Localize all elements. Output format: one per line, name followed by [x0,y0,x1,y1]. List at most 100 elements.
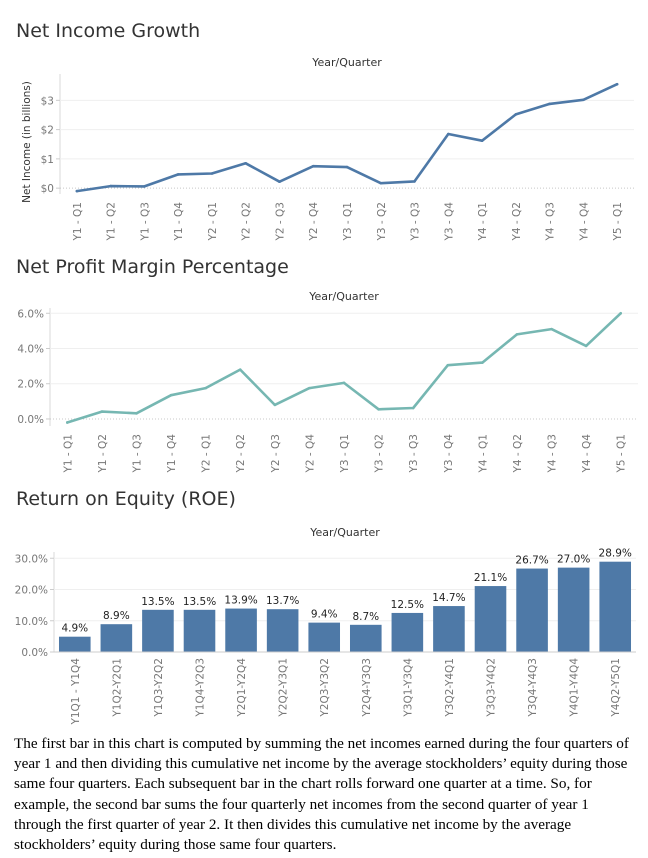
roe-bar [308,622,341,652]
chart2-title: Net Profit Margin Percentage [16,256,289,278]
net-income-x-tick-label: Y3 - Q3 [410,202,422,242]
profit-margin-data-point [308,386,311,390]
roe-bar-value-label: 13.9% [224,595,257,607]
net-income-x-tick-label: Y1 - Q1 [72,202,84,242]
profit-margin-x-tick-label: Y1 - Q4 [166,434,178,474]
roe-x-tick-label: Y1Q4-Y2Q3 [195,658,207,718]
roe-y-tick-label: 0.0% [21,647,48,659]
profit-margin-x-tick-label: Y2 - Q1 [201,434,213,474]
profit-margin-data-point [619,311,623,315]
roe-bar-value-label: 21.1% [474,572,507,584]
roe-bar-value-label: 8.9% [103,610,130,622]
net-income-data-point [75,189,79,193]
profit-margin-x-tick-label: Y2 - Q3 [270,434,282,474]
roe-x-axis-title: Year/Quarter [309,526,380,539]
net-income-data-point [548,102,551,106]
roe-bar-value-label: 8.7% [352,611,379,623]
roe-bar [433,606,465,652]
net-income-data-point [413,180,416,183]
roe-bar [391,612,424,652]
profit-margin-x-tick-label: Y3 - Q3 [408,434,420,474]
net-income-data-point [379,181,383,185]
profit-margin-data-point [377,407,380,411]
net-income-data-point [210,172,214,175]
roe-bar [516,568,548,652]
roe-bar-value-label: 28.9% [599,548,632,560]
roe-x-tick-label: Y3Q2-Y4Q1 [444,658,456,718]
profit-margin-y-tick-label: 6.0% [17,308,44,320]
profit-margin-data-point [204,386,207,390]
net-income-data-point [311,164,315,168]
chart3-title: Return on Equity (ROE) [16,488,236,510]
profit-margin-data-point [411,406,415,410]
profit-margin-x-tick-label: Y1 - Q3 [131,434,143,474]
net-income-data-point [582,98,585,102]
net-income-y-tick-label: $1 [41,154,54,166]
roe-x-tick-label: Y3Q1-Y3Q4 [402,658,414,718]
roe-bar-value-label: 4.9% [61,623,88,635]
profit-margin-data-point [169,393,173,397]
profit-margin-data-point [273,403,277,407]
profit-margin-x-tick-label: Y4 - Q1 [477,434,489,474]
roe-x-tick-label: Y2Q4-Y3Q3 [361,658,373,718]
net-income-x-tick-label: Y2 - Q1 [207,202,219,242]
profit-margin-y-tick-label: 0.0% [17,414,44,426]
roe-y-tick-label: 20.0% [15,585,48,597]
roe-bar-value-label: 13.5% [183,596,216,608]
profit-margin-x-tick-label: Y2 - Q2 [235,434,247,474]
roe-x-tick-label: Y3Q3-Y4Q2 [486,658,498,718]
roe-bar-chart: Year/Quarter 0.0% 10.0% 20.0% 30.0% 4.9% 8.9% 1… [15,526,636,726]
profit-margin-series-line [66,311,623,424]
roe-x-tick-label: Y3Q4-Y4Q3 [527,658,539,718]
roe-bar [349,624,382,652]
profit-margin-data-point [65,421,69,424]
net-income-line-chart: Year/Quarter Net Income (in billions) $0 $1… [21,56,634,242]
net-income-x-tick-label: Y4 - Q3 [545,202,557,242]
profit-margin-data-point [446,363,450,367]
roe-x-tick-label: Y2Q3-Y3Q2 [319,658,331,718]
roe-bar [557,567,590,652]
profit-margin-y-tick-label: 2.0% [17,379,44,391]
net-income-x-tick-label: Y2 - Q3 [274,202,286,242]
roe-bar-value-label: 12.5% [391,599,424,611]
roe-bar [100,624,133,652]
profit-margin-y-tick-label: 4.0% [17,344,44,356]
roe-bar-value-label: 13.5% [141,596,174,608]
roe-y-tick-label: 10.0% [15,616,48,628]
net-income-data-point [278,180,281,184]
net-income-x-tick-label: Y1 - Q4 [173,202,185,242]
profit-margin-data-point [584,344,588,348]
net-income-x-tick-label: Y2 - Q2 [241,202,253,242]
net-income-data-point [514,113,518,116]
roe-bar [142,609,174,652]
net-income-y-tick-label: $2 [41,125,54,137]
profit-margin-x-tick-label: Y4 - Q2 [512,434,524,474]
profit-margin-x-tick-label: Y4 - Q4 [581,434,593,474]
net-income-y-axis-title: Net Income (in billions) [21,81,33,203]
net-income-x-tick-label: Y3 - Q4 [443,202,455,242]
profit-margin-x-tick-label: Y3 - Q2 [374,434,386,474]
roe-x-tick-label: Y4Q1-Y4Q4 [569,658,581,718]
net-income-data-point [109,184,112,188]
net-profit-margin-line-chart: Year/Quarter 0.0% 2.0% 4.0% 6.0% Y1 - Q1 Y1 - … [17,290,638,474]
net-income-y-tick-label: $3 [41,95,54,107]
roe-x-tick-label: Y2Q1-Y2Q4 [236,658,248,718]
profit-margin-data-point [135,412,138,415]
net-income-data-point [345,165,349,169]
net-income-x-tick-label: Y2 - Q4 [308,202,320,242]
roe-bar [183,609,216,652]
roe-bar [58,636,91,652]
roe-bar-value-label: 27.0% [557,554,590,566]
roe-bar [225,608,257,652]
net-income-x-tick-label: Y5 - Q1 [612,202,624,242]
roe-bar [266,609,299,652]
profit-margin-x-tick-label: Y5 - Q1 [616,434,628,474]
net-income-x-tick-label: Y4 - Q1 [477,202,489,242]
chart1-title: Net Income Growth [16,20,201,42]
roe-y-tick-label: 30.0% [15,553,48,565]
roe-x-tick-label: Y4Q2-Y5Q1 [610,658,622,718]
net-income-data-point [244,161,248,165]
profit-margin-x-tick-label: Y4 - Q3 [547,434,559,474]
net-income-x-tick-label: Y4 - Q4 [578,202,590,242]
net-income-data-point [143,185,146,188]
